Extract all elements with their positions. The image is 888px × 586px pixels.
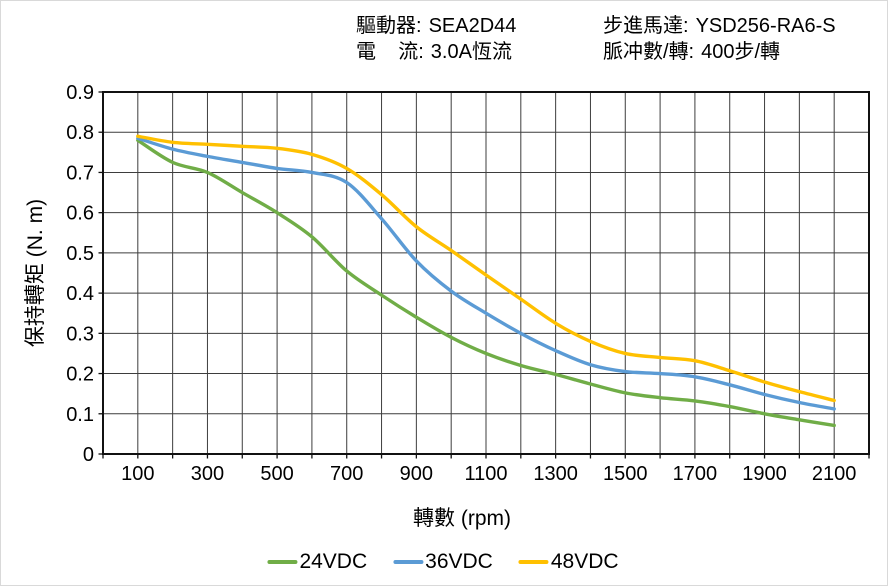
- y-tick-label: 0.4: [66, 283, 94, 305]
- legend-label-48vdc: 48VDC: [550, 550, 619, 573]
- x-tick-label: 900: [400, 463, 433, 485]
- pulse-value: 400步/轉: [701, 41, 781, 63]
- pulse-spec-line: 脈冲數/轉: 400步/轉: [603, 39, 836, 65]
- driver-value: SEA2D44: [428, 15, 517, 37]
- motor-label: 步進馬達:: [603, 15, 689, 37]
- current-spec-line: 電 流: 3.0A恆流: [356, 39, 516, 65]
- current-label: 電 流:: [356, 41, 424, 63]
- y-tick-label: 0.8: [66, 122, 94, 144]
- x-tick-label: 1500: [603, 463, 648, 485]
- current-value: 3.0A恆流: [430, 41, 512, 63]
- y-tick-label: 0.1: [66, 404, 94, 426]
- x-tick-label: 300: [191, 463, 224, 485]
- y-axis-title: 保持轉矩 (N. m): [24, 198, 47, 348]
- x-tick-label: 1700: [673, 463, 718, 485]
- y-tick-label: 0.7: [66, 162, 94, 184]
- legend-item-24vdc: 24VDC: [267, 550, 367, 574]
- driver-spec-line: 驅動器: SEA2D44: [356, 13, 516, 39]
- y-tick-label: 0.6: [66, 203, 94, 225]
- y-tick-label: 0.9: [66, 82, 94, 104]
- x-tick-label: 1900: [742, 463, 787, 485]
- motor-spec-line: 步進馬達: YSD256-RA6-S: [603, 13, 836, 39]
- legend-item-36vdc: 36VDC: [393, 550, 493, 574]
- motor-value: YSD256-RA6-S: [695, 15, 836, 37]
- legend-swatch-48vdc: [518, 560, 549, 564]
- y-tick-label: 0.3: [66, 323, 94, 345]
- legend-swatch-36vdc: [393, 560, 424, 564]
- y-tick-label: 0.5: [66, 243, 94, 265]
- x-tick-label: 1300: [533, 463, 578, 485]
- legend-swatch-24vdc: [267, 560, 298, 564]
- pulse-label: 脈冲數/轉:: [603, 41, 695, 63]
- x-tick-label: 500: [260, 463, 293, 485]
- legend-label-24vdc: 24VDC: [299, 550, 368, 573]
- series-line-36vdc: [136, 136, 836, 411]
- driver-label: 驅動器:: [356, 15, 422, 37]
- x-axis-title: 轉數 (rpm): [413, 507, 511, 530]
- spec-header: 驅動器: SEA2D44 電 流: 3.0A恆流 步進馬達: YSD256-RA6-S…: [1, 13, 887, 69]
- legend-item-48vdc: 48VDC: [518, 550, 619, 574]
- x-tick-label: 700: [330, 463, 363, 485]
- series-line-24vdc: [136, 138, 836, 428]
- x-tick-label: 1100: [464, 463, 507, 485]
- y-tick-label: 0.2: [66, 364, 94, 386]
- spec-column-left: 驅動器: SEA2D44 電 流: 3.0A恆流: [356, 13, 516, 65]
- x-tick-label: 100: [121, 463, 154, 485]
- legend: 24VDC 36VDC 48VDC: [267, 550, 619, 574]
- series-line-48vdc: [136, 134, 836, 403]
- legend-label-36vdc: 36VDC: [425, 550, 493, 573]
- y-tick-label: 0: [83, 444, 94, 466]
- x-tick-label: 2100: [812, 463, 857, 485]
- spec-column-right: 步進馬達: YSD256-RA6-S 脈冲數/轉: 400步/轉: [603, 13, 836, 65]
